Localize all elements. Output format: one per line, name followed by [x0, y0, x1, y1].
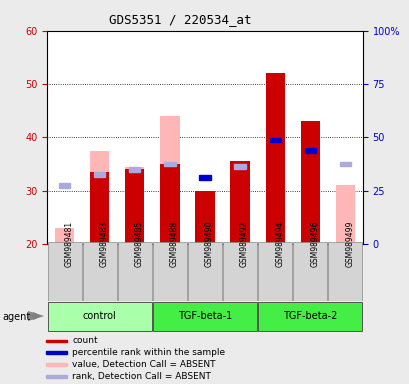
- Bar: [230, 161, 249, 244]
- Text: GSM989485: GSM989485: [135, 220, 144, 267]
- Bar: [160, 116, 179, 244]
- Bar: [59, 183, 70, 188]
- Bar: [117, 242, 152, 301]
- Bar: [195, 190, 214, 244]
- Bar: [46, 351, 67, 354]
- Text: TGF-beta-1: TGF-beta-1: [178, 311, 231, 321]
- Bar: [90, 151, 109, 244]
- Bar: [269, 137, 280, 142]
- Bar: [327, 242, 362, 301]
- Text: GSM989499: GSM989499: [344, 220, 353, 267]
- Text: GDS5351 / 220534_at: GDS5351 / 220534_at: [109, 13, 251, 26]
- Bar: [47, 242, 82, 301]
- Bar: [257, 242, 292, 301]
- Text: GSM989496: GSM989496: [310, 220, 319, 267]
- Bar: [164, 162, 175, 166]
- Bar: [222, 242, 256, 301]
- Bar: [234, 164, 245, 169]
- Bar: [94, 172, 105, 177]
- Text: control: control: [83, 311, 116, 321]
- Text: GSM989490: GSM989490: [204, 220, 213, 267]
- Bar: [46, 375, 67, 378]
- Text: percentile rank within the sample: percentile rank within the sample: [72, 348, 225, 358]
- Bar: [55, 228, 74, 244]
- Bar: [335, 185, 354, 244]
- Text: GSM989492: GSM989492: [240, 220, 249, 267]
- Text: value, Detection Call = ABSENT: value, Detection Call = ABSENT: [72, 360, 215, 369]
- Text: GSM989483: GSM989483: [99, 220, 108, 267]
- Bar: [160, 164, 179, 244]
- Bar: [339, 162, 350, 166]
- Bar: [129, 167, 140, 172]
- Bar: [257, 302, 362, 331]
- Text: agent: agent: [2, 312, 30, 322]
- Bar: [292, 242, 327, 301]
- Bar: [187, 242, 222, 301]
- Bar: [153, 242, 187, 301]
- Bar: [300, 121, 319, 244]
- Bar: [82, 242, 117, 301]
- Bar: [304, 148, 315, 153]
- Bar: [125, 169, 144, 244]
- Bar: [125, 167, 144, 244]
- Bar: [265, 73, 284, 244]
- Text: GSM989488: GSM989488: [169, 221, 178, 267]
- Bar: [47, 302, 152, 331]
- Bar: [199, 175, 210, 180]
- Bar: [153, 302, 256, 331]
- Text: count: count: [72, 336, 98, 346]
- Text: GSM989481: GSM989481: [65, 221, 74, 267]
- Text: rank, Detection Call = ABSENT: rank, Detection Call = ABSENT: [72, 372, 211, 381]
- Text: TGF-beta-2: TGF-beta-2: [282, 311, 337, 321]
- Bar: [46, 363, 67, 366]
- Polygon shape: [28, 311, 44, 321]
- Bar: [90, 172, 109, 244]
- Bar: [46, 339, 67, 342]
- Text: GSM989494: GSM989494: [274, 220, 283, 267]
